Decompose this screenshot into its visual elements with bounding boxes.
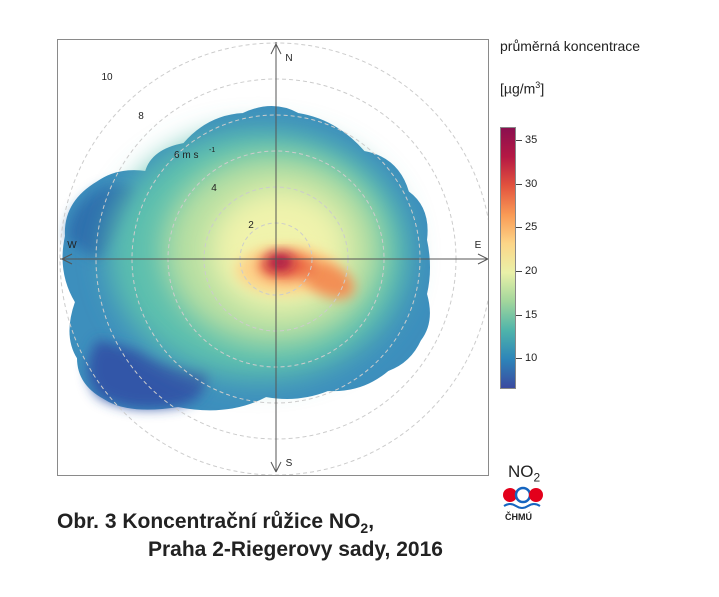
pollutant-sub: 2 (533, 470, 541, 485)
colorbar-tick-label: 25 (525, 221, 538, 234)
caption-line-2: Praha 2-Riegerovy sady, 2016 (148, 538, 443, 561)
radial-tick-label-2: 2 (248, 220, 254, 231)
colorbar-tick (516, 140, 522, 142)
concentration-sw-low-zone (88, 340, 208, 409)
arrow-north (270, 43, 282, 55)
caption-line1-suffix: , (368, 510, 375, 533)
legend-unit-suffix: ] (540, 80, 545, 97)
arrow-south (270, 461, 282, 473)
radial-tick-label-4: 4 (211, 183, 217, 194)
colorbar-tick-label: 35 (525, 134, 538, 147)
logo-text: ČHMÚ (505, 512, 532, 522)
direction-label-east: E (475, 240, 482, 251)
colorbar-tick (516, 358, 522, 360)
direction-label-west: W (67, 240, 77, 251)
arrow-west (61, 253, 73, 265)
pollutant-name: NO (508, 462, 534, 481)
colorbar-tick-label: 20 (525, 265, 538, 278)
colorbar-tick-label: 10 (525, 352, 538, 365)
direction-label-south: S (286, 458, 293, 469)
pollutant-label: NO2 (508, 462, 540, 484)
colorbar-tick-label: 30 (525, 177, 538, 190)
legend-title: průměrná koncentrace (500, 38, 641, 54)
radial-tick-label-10: 10 (101, 72, 113, 83)
colorbar-tick (516, 314, 522, 316)
caption-line-1: Obr. 3 Koncentrační růžice NO2, (57, 510, 374, 536)
caption-line1-sub: 2 (360, 520, 369, 537)
direction-label-north: N (285, 53, 292, 64)
radial-unit-exponent: -1 (209, 147, 215, 154)
caption-line1-prefix: Obr. 3 Koncentrační růžice NO (57, 510, 361, 533)
concentration-w-low-zone (67, 185, 138, 260)
colorbar-tick (516, 271, 522, 273)
concentration-hotspot-core (267, 253, 293, 271)
legend-unit-exp: 3 (535, 80, 541, 90)
chmu-logo-icon (503, 486, 543, 509)
polar-plot: N S E W 2 4 8 10 6 m s -1 (59, 42, 488, 475)
colorbar-tick (516, 227, 522, 229)
colorbar-tick (516, 183, 522, 185)
colorbar-tick-label: 15 (525, 308, 538, 321)
colorbar (500, 127, 516, 389)
polar-plot-frame: N S E W 2 4 8 10 6 m s -1 (57, 39, 489, 476)
radial-unit-label: 6 m s (174, 150, 198, 161)
arrow-east (477, 253, 488, 265)
legend-unit-prefix: [µg/m (500, 80, 536, 97)
radial-tick-label-8: 8 (138, 111, 144, 122)
legend-unit: [µg/m3] (500, 80, 544, 97)
